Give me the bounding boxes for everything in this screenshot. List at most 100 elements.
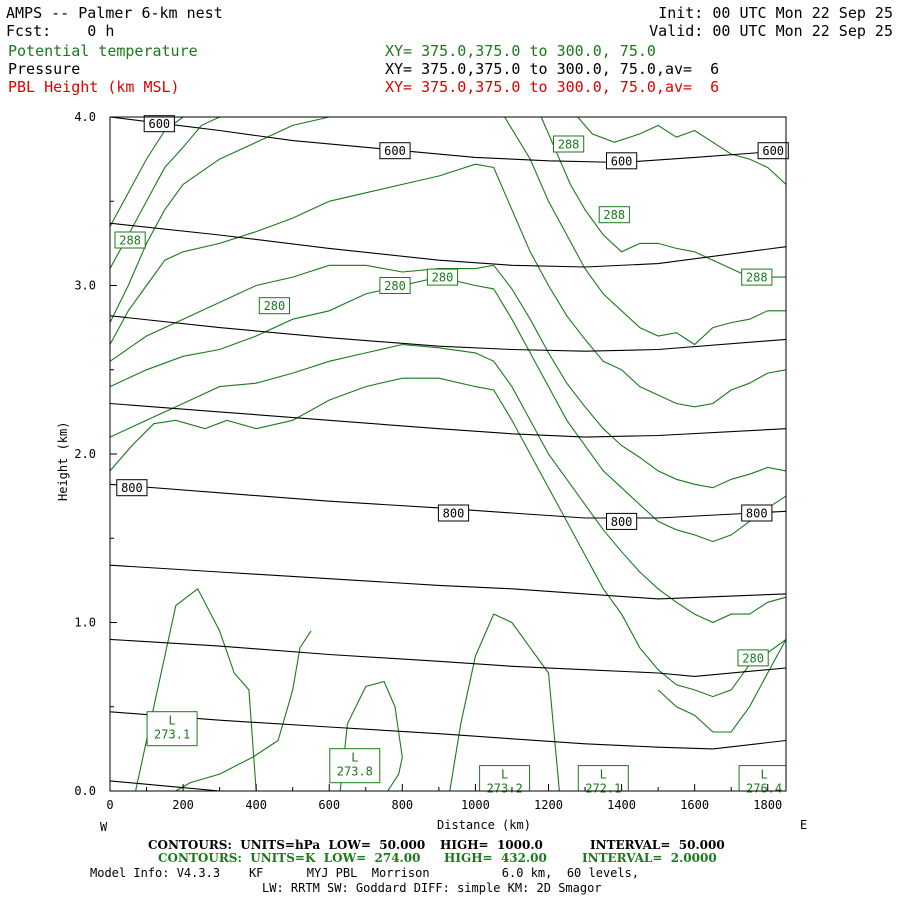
forecast-hour: Fcst: 0 h <box>6 22 115 40</box>
pressure-contour-900 <box>109 638 787 677</box>
valid-time: Valid: 00 UTC Mon 22 Sep 25 <box>649 22 893 40</box>
theta-label-box <box>741 268 773 286</box>
theta-label: 288 <box>598 206 630 224</box>
pressure-label-text: 600 <box>148 117 170 131</box>
pressure-label-text: 800 <box>611 515 633 529</box>
theta-label: 280 <box>379 277 411 294</box>
theta-contour-line <box>109 343 787 624</box>
pressure-contour-600 <box>109 116 787 164</box>
theta-label: 280 <box>737 649 769 667</box>
pressure-contour-800 <box>109 483 787 519</box>
footer-theta-contours: CONTOURS: UNITS=K LOW= 274.00 <box>158 851 421 865</box>
low-marker-box <box>577 765 629 792</box>
pressure-label: 600 <box>143 115 175 133</box>
low-marker-value: 273.8 <box>337 765 373 779</box>
x-tick-label: 200 <box>172 798 194 812</box>
footer-pressure-high: HIGH= 1000.0 <box>440 838 543 852</box>
pressure-contour-850 <box>109 564 787 600</box>
footer-pressure-interval: INTERVAL= 50.000 <box>590 838 725 852</box>
low-marker-box <box>329 748 381 784</box>
contour-labels: 600 600 600 600 800 800 800 800 288 280 280 280 288 2… <box>114 115 789 796</box>
theta-contour-line <box>577 116 787 185</box>
theta-label-text: 280 <box>742 651 764 665</box>
pressure-label: 600 <box>379 142 411 160</box>
theta-label-box <box>553 135 585 153</box>
field-pbl-name: PBL Height (km MSL) <box>8 78 180 96</box>
field-potential-temperature-xy: XY= 375.0,375.0 to 300.0, 75.0 <box>385 42 656 60</box>
low-marker-value: 276.4 <box>746 782 782 796</box>
theta-label-text: 280 <box>264 299 286 313</box>
footer-theta-interval: INTERVAL= 2.0000 <box>582 851 717 865</box>
x-tick-label: 1000 <box>461 798 490 812</box>
plot-frame <box>109 116 787 792</box>
y-tick-label: 2.0 <box>74 447 96 461</box>
pressure-contour-650 <box>109 222 787 268</box>
pressure-label: 600 <box>606 152 638 170</box>
pressure-label: 800 <box>437 504 470 522</box>
theta-contour-line <box>339 680 403 792</box>
low-marker-value: 272.1 <box>585 782 621 796</box>
theta-label-box <box>379 277 411 294</box>
field-pbl-xy: XY= 375.0,375.0 to 300.0, 75.0,av= 6 <box>385 78 720 96</box>
theta-label-text: 288 <box>603 208 625 222</box>
theta-label-text: 280 <box>384 279 406 293</box>
pressure-label-box <box>143 115 175 133</box>
pressure-label: 800 <box>741 504 773 522</box>
pressure-label-text: 800 <box>121 481 143 495</box>
pressure-label-text: 600 <box>384 144 406 158</box>
axes: 0 200 400 600 800 1000 1200 1400 1600 1800 0.0 1.0 2… <box>74 110 782 812</box>
pressure-label-text: 800 <box>443 506 465 520</box>
low-marker-letter: L <box>169 714 176 728</box>
pressure-label-box <box>116 479 148 497</box>
low-marker-letter: L <box>351 751 358 765</box>
pressure-label-text: 600 <box>611 154 633 168</box>
theta-contour-line <box>109 116 184 227</box>
theta-contour-line <box>109 116 330 323</box>
x-tick-label: 600 <box>318 798 340 812</box>
theta-label: 288 <box>741 268 773 286</box>
init-time: Init: 00 UTC Mon 22 Sep 25 <box>658 4 893 22</box>
field-pressure-name: Pressure <box>8 60 81 78</box>
theta-label-box <box>737 649 769 667</box>
theta-contour-line <box>109 264 787 489</box>
theta-label-box <box>258 297 290 315</box>
pressure-label-box <box>606 512 638 530</box>
pressure-label-box <box>379 142 411 160</box>
potential-temperature-contours <box>109 116 787 792</box>
x-tick-label: 400 <box>245 798 267 812</box>
low-marker-value: 273.2 <box>487 782 523 796</box>
pressure-label-box <box>606 152 638 170</box>
x-end-label: E <box>800 818 807 832</box>
theta-label-text: 288 <box>558 137 580 151</box>
pressure-label-box <box>741 504 773 522</box>
theta-contour-line <box>175 630 312 792</box>
theta-label-text: 280 <box>432 271 454 285</box>
pressure-label-text: 600 <box>762 144 784 158</box>
theta-contour-line <box>109 276 787 543</box>
theta-label: 280 <box>258 297 290 315</box>
pressure-label-box <box>757 142 789 160</box>
pressure-contour-950 <box>109 711 787 750</box>
theta-label-box <box>114 231 146 249</box>
y-tick-label: 3.0 <box>74 279 96 293</box>
low-marker-box <box>146 711 198 747</box>
theta-contour-line <box>135 587 257 792</box>
x-tick-label: 1600 <box>680 798 709 812</box>
field-pressure-xy: XY= 375.0,375.0 to 300.0, 75.0,av= 6 <box>385 60 720 78</box>
footer-theta-high: HIGH= 432.00 <box>444 851 547 865</box>
y-axis-label: Height (km) <box>56 422 70 501</box>
x-tick-label: 1800 <box>753 798 782 812</box>
low-marker-box <box>479 765 531 792</box>
theta-label-box <box>598 206 630 224</box>
low-marker-value: 273.1 <box>154 728 190 742</box>
pressure-label-text: 800 <box>746 506 768 520</box>
theta-contour-line <box>504 116 786 346</box>
theta-contour-line <box>109 163 787 408</box>
pressure-label-box <box>437 504 470 522</box>
